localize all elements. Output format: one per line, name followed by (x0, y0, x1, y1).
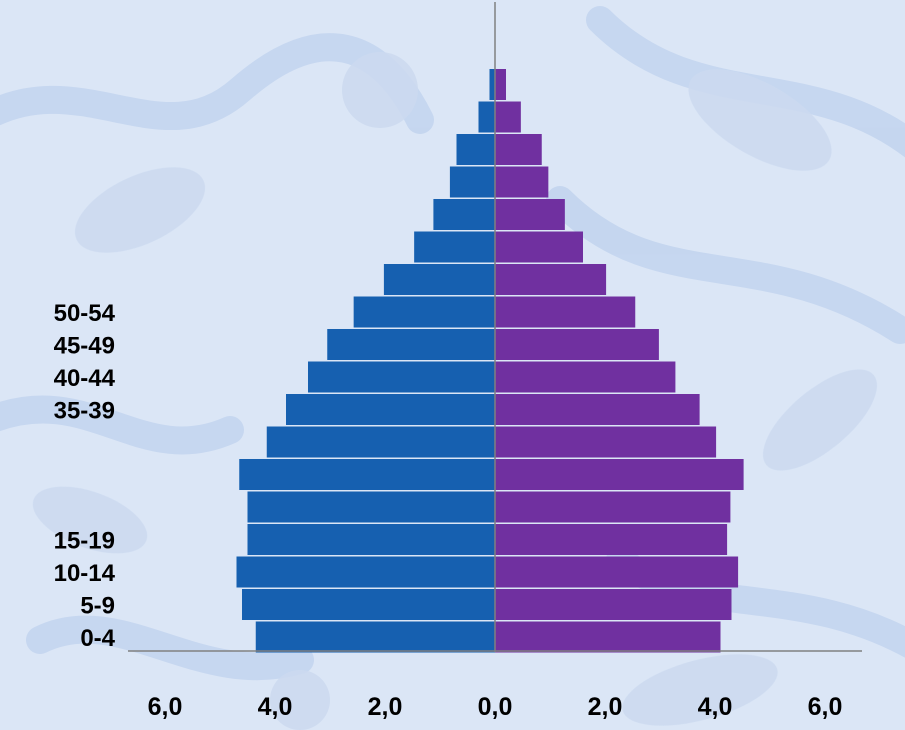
x-tick-label: 4,0 (258, 693, 293, 721)
bar-left-75-79 (456, 134, 495, 165)
right-series (495, 69, 744, 653)
category-label-50-54: 50-54 (54, 300, 116, 327)
category-label-5-9: 5-9 (80, 593, 115, 620)
left-series (236, 69, 495, 653)
bar-right-25-29 (495, 459, 744, 490)
category-label-40-44: 40-44 (54, 365, 116, 392)
bar-right-20-24 (495, 491, 731, 523)
bar-left-40-44 (308, 361, 495, 393)
bar-left-50-54 (353, 296, 495, 328)
x-tick-label: 2,0 (588, 693, 623, 721)
x-tick-label: 2,0 (368, 693, 403, 721)
category-label-35-39: 35-39 (54, 398, 115, 425)
bar-right-40-44 (495, 361, 676, 393)
bar-right-55-59 (495, 264, 607, 295)
bar-left-30-34 (266, 426, 495, 458)
category-label-15-19: 15-19 (54, 528, 115, 555)
bar-right-50-54 (495, 296, 636, 328)
bar-right-35-39 (495, 394, 700, 425)
bar-right-10-14 (495, 556, 739, 588)
bar-right-60-64 (495, 231, 583, 263)
x-tick-label: 6,0 (148, 693, 183, 721)
bar-left-15-19 (247, 524, 495, 555)
x-tick-label: 4,0 (698, 693, 733, 721)
bar-left-25-29 (239, 459, 495, 490)
bar-right-65-69 (495, 199, 565, 230)
bar-right-70-74 (495, 166, 549, 198)
bar-left-35-39 (286, 394, 495, 425)
bar-right-85-89 (495, 69, 506, 100)
bar-right-75-79 (495, 134, 542, 165)
bar-right-15-19 (495, 524, 728, 555)
x-tick-label: 6,0 (808, 693, 843, 721)
category-label-0-4: 0-4 (80, 625, 115, 652)
bar-left-5-9 (242, 589, 495, 620)
bar-left-0-4 (255, 621, 495, 653)
bar-left-65-69 (433, 199, 495, 230)
bar-left-20-24 (247, 491, 495, 523)
bar-right-80-84 (495, 101, 521, 133)
category-labels: 0-4 5-9 10-14 15-19 35-39 40-44 45-49 50-54 (54, 300, 116, 652)
bar-left-80-84 (478, 101, 495, 133)
category-label-45-49: 45-49 (54, 333, 115, 360)
bar-left-70-74 (449, 166, 495, 198)
bar-right-5-9 (495, 589, 732, 620)
bar-right-45-49 (495, 329, 659, 360)
category-label-10-14: 10-14 (54, 560, 116, 587)
x-tick-labels: 6,0 4,0 2,0 0,0 2,0 4,0 6,0 (148, 693, 843, 721)
bar-left-85-89 (489, 69, 495, 100)
bar-left-60-64 (414, 231, 495, 263)
x-tick-label: 0,0 (478, 693, 513, 721)
bar-left-45-49 (327, 329, 495, 360)
bar-right-0-4 (495, 621, 721, 653)
bar-left-55-59 (383, 264, 495, 295)
bar-right-30-34 (495, 426, 717, 458)
bar-left-10-14 (236, 556, 495, 588)
